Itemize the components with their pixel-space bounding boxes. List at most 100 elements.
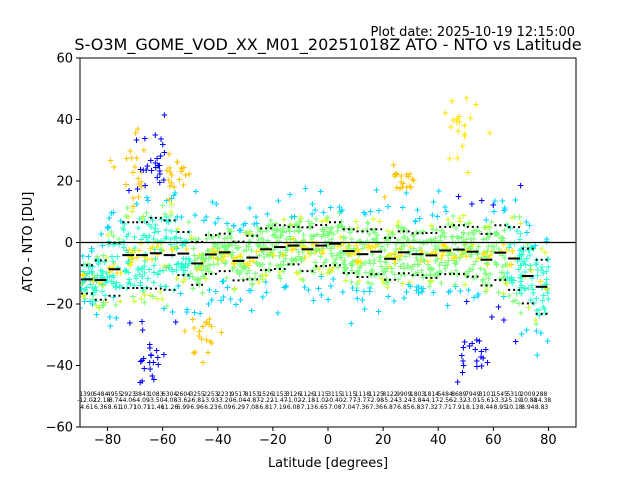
scatter-point: +: [204, 348, 212, 358]
scatter-point: +: [328, 250, 336, 260]
scatter-point: +: [134, 266, 142, 276]
scatter-point: +: [396, 185, 404, 195]
scatter-point: +: [509, 247, 517, 257]
scatter-point: +: [81, 298, 89, 308]
scatter-point: +: [271, 231, 279, 241]
scatter-point: +: [521, 268, 529, 278]
scatter-point: +: [127, 256, 135, 266]
scatter-point: +: [447, 287, 455, 297]
scatter-point: +: [254, 224, 262, 234]
scatter-point: +: [500, 269, 508, 279]
scatter-point: +: [461, 239, 469, 249]
bin-stat-n: 1390: [79, 391, 94, 398]
scatter-point: +: [251, 274, 259, 284]
scatter-point: +: [520, 257, 528, 267]
scatter-point: +: [407, 282, 415, 292]
scatter-point: +: [190, 324, 198, 334]
scatter-point: +: [544, 263, 552, 273]
scatter-point: +: [333, 251, 341, 261]
scatter-point: +: [538, 245, 546, 255]
scatter-point: +: [134, 224, 142, 234]
scatter-point: +: [429, 211, 437, 221]
scatter-point: +: [360, 259, 368, 269]
scatter-point: +: [173, 228, 181, 238]
scatter-point: +: [328, 252, 336, 262]
scatter-point: +: [486, 230, 494, 240]
scatter-point: +: [527, 244, 535, 254]
scatter-point: +: [161, 262, 169, 272]
scatter-point: +: [395, 218, 403, 228]
scatter-point: +: [141, 232, 149, 242]
scatter-point: +: [195, 332, 203, 342]
scatter-point: +: [392, 250, 400, 260]
scatter-point: +: [78, 284, 86, 294]
scatter-point: +: [79, 279, 87, 289]
scatter-point: +: [391, 257, 399, 267]
scatter-point: +: [317, 273, 325, 283]
scatter-point: +: [445, 249, 453, 259]
scatter-point: +: [538, 284, 546, 294]
bin-stat-n: 8689: [451, 391, 466, 398]
bin-stat-n: 1153: [272, 391, 287, 398]
scatter-point: +: [483, 234, 491, 244]
scatter-point: +: [85, 253, 93, 263]
scatter-point: +: [310, 232, 318, 242]
scatter-point: +: [515, 299, 523, 309]
scatter-point: +: [511, 239, 519, 249]
scatter-point: +: [338, 240, 346, 250]
scatter-point: +: [105, 241, 113, 251]
scatter-point: +: [456, 217, 464, 227]
scatter-point: +: [173, 261, 181, 271]
scatter-point: +: [277, 248, 285, 258]
scatter-point: +: [147, 157, 155, 167]
scatter-point: +: [527, 261, 535, 271]
scatter-point: +: [313, 231, 321, 241]
scatter-point: +: [355, 247, 363, 257]
scatter-point: +: [161, 283, 169, 293]
scatter-point: +: [369, 227, 377, 237]
scatter-point: +: [127, 147, 135, 157]
scatter-point: +: [432, 257, 440, 267]
scatter-point: +: [456, 118, 464, 128]
scatter-point: +: [390, 250, 398, 260]
scatter-point: +: [138, 318, 146, 328]
scatter-point: +: [508, 261, 516, 271]
scatter-point: +: [403, 171, 411, 181]
scatter-point: +: [500, 274, 508, 284]
scatter-point: +: [322, 215, 330, 225]
scatter-point: +: [516, 213, 524, 223]
scatter-point: +: [381, 235, 389, 245]
scatter-point: +: [159, 246, 167, 256]
scatter-point: +: [166, 235, 174, 245]
scatter-point: +: [134, 175, 142, 185]
scatter-point: +: [376, 254, 384, 264]
bin-stat-mean: -2.22: [258, 397, 274, 404]
scatter-point: +: [287, 235, 295, 245]
scatter-point: +: [273, 238, 281, 248]
scatter-point: +: [526, 251, 534, 261]
scatter-point: +: [406, 243, 414, 253]
scatter-point: +: [324, 241, 332, 251]
scatter-point: +: [246, 238, 254, 248]
scatter-point: +: [230, 259, 238, 269]
scatter-point: +: [172, 216, 180, 226]
scatter-point: +: [203, 235, 211, 245]
scatter-point: +: [512, 338, 520, 348]
bin-stat-std: 7.91: [452, 404, 466, 411]
scatter-point: +: [524, 284, 532, 294]
scatter-point: +: [81, 270, 89, 280]
bin-stat-std: 7.71: [438, 404, 452, 411]
scatter-point: +: [459, 357, 467, 367]
scatter-point: +: [92, 286, 100, 296]
scatter-point: +: [140, 286, 148, 296]
scatter-point: +: [310, 241, 318, 251]
scatter-point: +: [305, 286, 313, 296]
scatter-point: +: [271, 232, 279, 242]
scatter-point: +: [157, 240, 165, 250]
scatter-point: +: [167, 211, 175, 221]
bin-stat-n: 2923: [121, 391, 136, 398]
scatter-point: +: [129, 203, 137, 213]
scatter-point: +: [230, 260, 238, 270]
scatter-point: +: [220, 277, 228, 287]
scatter-point: +: [383, 264, 391, 274]
